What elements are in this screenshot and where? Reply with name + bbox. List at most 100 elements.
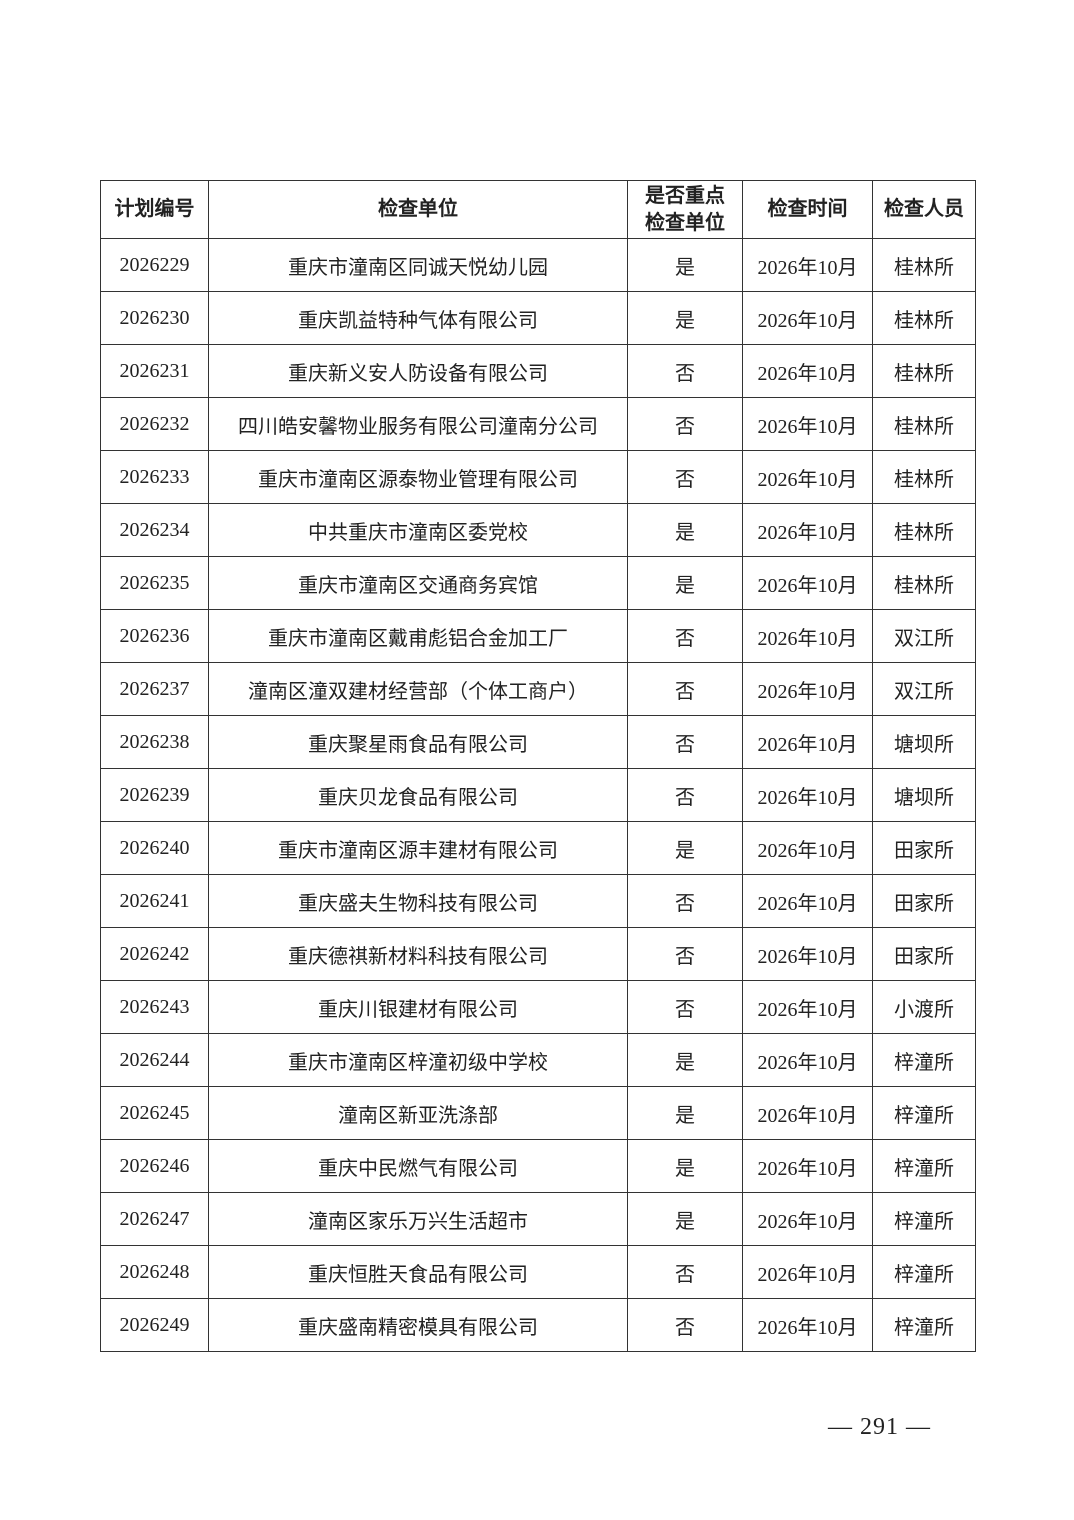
cell-is-key-unit: 是 bbox=[627, 503, 743, 557]
cell-plan-number: 2026248 bbox=[100, 1245, 209, 1299]
table-row: 2026241 重庆盛夫生物科技有限公司否 2026年10月 田家所 bbox=[100, 874, 976, 928]
cell-inspected-unit: 重庆川银建材有限公司 bbox=[208, 980, 628, 1034]
cell-plan-number: 2026231 bbox=[100, 344, 209, 398]
table-row: 2026236 重庆市潼南区戴甫彪铝合金加工厂否 2026年10月 双江所 bbox=[100, 609, 976, 663]
cell-inspector: 田家所 bbox=[872, 927, 976, 981]
cell-inspected-unit: 潼南区家乐万兴生活超市 bbox=[208, 1192, 628, 1246]
cell-inspected-unit: 四川皓安馨物业服务有限公司潼南分公司 bbox=[208, 397, 628, 451]
cell-is-key-unit: 是 bbox=[627, 291, 743, 345]
cell-is-key-unit: 否 bbox=[627, 397, 743, 451]
table-row: 2026247 潼南区家乐万兴生活超市是 2026年10月 梓潼所 bbox=[100, 1192, 976, 1246]
cell-inspector: 梓潼所 bbox=[872, 1192, 976, 1246]
cell-inspection-time: 2026年10月 bbox=[742, 927, 873, 981]
cell-plan-number: 2026249 bbox=[100, 1298, 209, 1352]
cell-inspected-unit: 重庆市潼南区源泰物业管理有限公司 bbox=[208, 450, 628, 504]
cell-inspected-unit: 重庆凯益特种气体有限公司 bbox=[208, 291, 628, 345]
cell-inspected-unit: 重庆市潼南区同诚天悦幼儿园 bbox=[208, 238, 628, 292]
cell-is-key-unit: 否 bbox=[627, 715, 743, 769]
table-row: 2026239 重庆贝龙食品有限公司否 2026年10月 塘坝所 bbox=[100, 768, 976, 822]
header-inspection-time: 检查时间 bbox=[742, 180, 873, 239]
table-row: 2026232 四川皓安馨物业服务有限公司潼南分公司否 2026年10月 桂林所 bbox=[100, 397, 976, 451]
header-inspected-unit: 检查单位 bbox=[208, 180, 628, 239]
cell-inspection-time: 2026年10月 bbox=[742, 556, 873, 610]
cell-inspected-unit: 重庆市潼南区交通商务宾馆 bbox=[208, 556, 628, 610]
cell-inspection-time: 2026年10月 bbox=[742, 238, 873, 292]
cell-inspection-time: 2026年10月 bbox=[742, 980, 873, 1034]
cell-inspection-time: 2026年10月 bbox=[742, 450, 873, 504]
table-row: 2026244 重庆市潼南区梓潼初级中学校是 2026年10月 梓潼所 bbox=[100, 1033, 976, 1087]
table-row: 2026246 重庆中民燃气有限公司是 2026年10月 梓潼所 bbox=[100, 1139, 976, 1193]
cell-is-key-unit: 是 bbox=[627, 1139, 743, 1193]
page-number: — 291 — bbox=[828, 1414, 931, 1440]
table-row: 2026238 重庆聚星雨食品有限公司否 2026年10月 塘坝所 bbox=[100, 715, 976, 769]
cell-plan-number: 2026244 bbox=[100, 1033, 209, 1087]
cell-is-key-unit: 否 bbox=[627, 344, 743, 398]
cell-inspector: 桂林所 bbox=[872, 556, 976, 610]
cell-inspected-unit: 中共重庆市潼南区委党校 bbox=[208, 503, 628, 557]
cell-is-key-unit: 否 bbox=[627, 609, 743, 663]
cell-inspected-unit: 重庆市潼南区戴甫彪铝合金加工厂 bbox=[208, 609, 628, 663]
cell-inspected-unit: 重庆德祺新材料科技有限公司 bbox=[208, 927, 628, 981]
cell-is-key-unit: 否 bbox=[627, 1298, 743, 1352]
cell-inspector: 梓潼所 bbox=[872, 1139, 976, 1193]
cell-inspected-unit: 重庆市潼南区梓潼初级中学校 bbox=[208, 1033, 628, 1087]
header-key-unit: 是否重点 检查单位 bbox=[627, 180, 743, 239]
cell-inspector: 双江所 bbox=[872, 662, 976, 716]
cell-inspected-unit: 潼南区新亚洗涤部 bbox=[208, 1086, 628, 1140]
cell-inspection-time: 2026年10月 bbox=[742, 768, 873, 822]
cell-plan-number: 2026239 bbox=[100, 768, 209, 822]
table-row: 2026234 中共重庆市潼南区委党校是 2026年10月 桂林所 bbox=[100, 503, 976, 557]
cell-inspector: 梓潼所 bbox=[872, 1086, 976, 1140]
cell-plan-number: 2026235 bbox=[100, 556, 209, 610]
cell-plan-number: 2026234 bbox=[100, 503, 209, 557]
cell-inspected-unit: 重庆聚星雨食品有限公司 bbox=[208, 715, 628, 769]
inspection-plan-table: 计划编号 检查单位 是否重点 检查单位 检查时间 检查人员 2026229 重庆市潼… bbox=[100, 180, 976, 1352]
cell-plan-number: 2026245 bbox=[100, 1086, 209, 1140]
cell-is-key-unit: 是 bbox=[627, 556, 743, 610]
cell-is-key-unit: 是 bbox=[627, 1033, 743, 1087]
cell-inspection-time: 2026年10月 bbox=[742, 291, 873, 345]
cell-is-key-unit: 是 bbox=[627, 821, 743, 875]
table-row: 2026245 潼南区新亚洗涤部是 2026年10月 梓潼所 bbox=[100, 1086, 976, 1140]
cell-plan-number: 2026238 bbox=[100, 715, 209, 769]
cell-is-key-unit: 否 bbox=[627, 874, 743, 928]
cell-inspector: 梓潼所 bbox=[872, 1245, 976, 1299]
cell-plan-number: 2026243 bbox=[100, 980, 209, 1034]
cell-plan-number: 2026232 bbox=[100, 397, 209, 451]
cell-inspector: 田家所 bbox=[872, 821, 976, 875]
cell-inspector: 梓潼所 bbox=[872, 1298, 976, 1352]
cell-inspection-time: 2026年10月 bbox=[742, 1033, 873, 1087]
table-row: 2026240 重庆市潼南区源丰建材有限公司是 2026年10月 田家所 bbox=[100, 821, 976, 875]
cell-inspected-unit: 重庆恒胜天食品有限公司 bbox=[208, 1245, 628, 1299]
cell-inspector: 桂林所 bbox=[872, 291, 976, 345]
table-row: 2026242 重庆德祺新材料科技有限公司否 2026年10月 田家所 bbox=[100, 927, 976, 981]
cell-inspector: 田家所 bbox=[872, 874, 976, 928]
table-row: 2026235 重庆市潼南区交通商务宾馆是 2026年10月 桂林所 bbox=[100, 556, 976, 610]
cell-inspection-time: 2026年10月 bbox=[742, 397, 873, 451]
header-plan-number: 计划编号 bbox=[100, 180, 209, 239]
table-row: 2026248 重庆恒胜天食品有限公司否 2026年10月 梓潼所 bbox=[100, 1245, 976, 1299]
cell-inspector: 桂林所 bbox=[872, 397, 976, 451]
table-row: 2026237 潼南区潼双建材经营部（个体工商户）否 2026年10月 双江所 bbox=[100, 662, 976, 716]
cell-is-key-unit: 是 bbox=[627, 1086, 743, 1140]
cell-is-key-unit: 否 bbox=[627, 450, 743, 504]
table-header-row: 计划编号 检查单位 是否重点 检查单位 检查时间 检查人员 bbox=[100, 180, 976, 239]
cell-inspector: 桂林所 bbox=[872, 238, 976, 292]
cell-inspector: 双江所 bbox=[872, 609, 976, 663]
cell-is-key-unit: 否 bbox=[627, 768, 743, 822]
table-row: 2026249 重庆盛南精密模具有限公司否 2026年10月 梓潼所 bbox=[100, 1298, 976, 1352]
cell-inspection-time: 2026年10月 bbox=[742, 1245, 873, 1299]
cell-inspection-time: 2026年10月 bbox=[742, 874, 873, 928]
cell-inspector: 桂林所 bbox=[872, 503, 976, 557]
cell-is-key-unit: 否 bbox=[627, 1245, 743, 1299]
cell-plan-number: 2026241 bbox=[100, 874, 209, 928]
header-inspector: 检查人员 bbox=[872, 180, 976, 239]
cell-inspection-time: 2026年10月 bbox=[742, 503, 873, 557]
cell-inspected-unit: 重庆盛夫生物科技有限公司 bbox=[208, 874, 628, 928]
cell-plan-number: 2026240 bbox=[100, 821, 209, 875]
cell-inspected-unit: 重庆新义安人防设备有限公司 bbox=[208, 344, 628, 398]
cell-plan-number: 2026246 bbox=[100, 1139, 209, 1193]
table-row: 2026229 重庆市潼南区同诚天悦幼儿园是 2026年10月 桂林所 bbox=[100, 238, 976, 292]
cell-is-key-unit: 是 bbox=[627, 238, 743, 292]
cell-plan-number: 2026236 bbox=[100, 609, 209, 663]
